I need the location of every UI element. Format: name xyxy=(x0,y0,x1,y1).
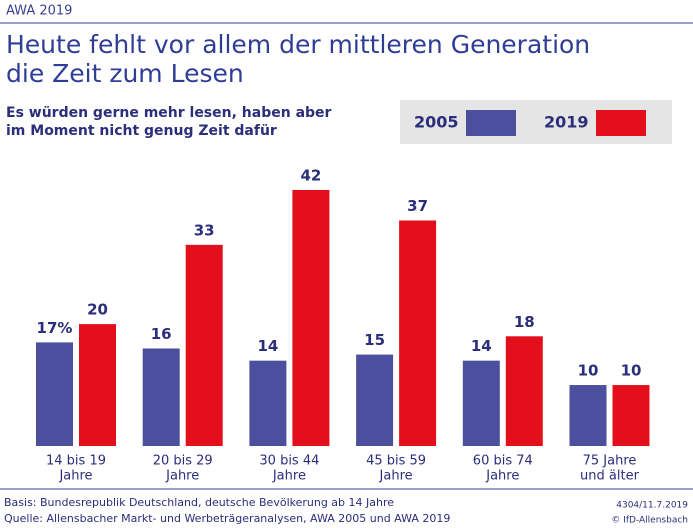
x-tick-label: Jahre xyxy=(58,469,92,484)
x-tick-label: Jahre xyxy=(485,469,519,484)
bar xyxy=(292,190,330,446)
bar xyxy=(462,360,500,446)
value-label: 14 xyxy=(471,337,492,355)
footer-credit: © IfD-Allensbach xyxy=(611,516,688,526)
bar xyxy=(142,348,180,446)
x-tick-label: 20 bis 29 xyxy=(153,454,213,469)
x-tick-label: Jahre xyxy=(379,469,413,484)
legend-label: 2019 xyxy=(544,113,589,132)
bar xyxy=(569,385,607,446)
header: AWA 2019 xyxy=(6,4,72,19)
bar xyxy=(612,385,650,446)
bar xyxy=(79,324,116,446)
legend-swatch xyxy=(596,110,646,136)
subtitle: Es würden gerne mehr lesen, haben aber xyxy=(6,105,332,121)
x-tick-label: Jahre xyxy=(272,469,306,484)
value-label: 20 xyxy=(87,301,108,319)
legend-swatch xyxy=(466,110,516,136)
chart-title: die Zeit zum Lesen xyxy=(6,59,244,88)
footer-code: 4304/11.7.2019 xyxy=(616,501,688,511)
value-label: 16 xyxy=(151,325,172,343)
footer-note: Quelle: Allensbacher Markt- und Werbeträ… xyxy=(4,512,450,525)
bar xyxy=(356,354,394,446)
value-label: 14 xyxy=(257,337,278,355)
x-tick-label: 45 bis 59 xyxy=(366,454,426,469)
bar xyxy=(399,220,437,446)
value-label: 37 xyxy=(407,197,428,215)
value-label: 42 xyxy=(300,167,321,185)
bar xyxy=(185,244,223,446)
bar xyxy=(36,342,73,446)
x-tick-label: 60 bis 74 xyxy=(473,454,533,469)
value-label: 33 xyxy=(194,221,215,239)
value-label: 10 xyxy=(578,362,599,380)
x-tick-label: Jahre xyxy=(165,469,199,484)
value-label: 17% xyxy=(37,319,73,337)
x-tick-label: 30 bis 44 xyxy=(259,454,319,469)
subtitle: im Moment nicht genug Zeit dafür xyxy=(6,123,277,139)
value-label: 18 xyxy=(514,313,535,331)
x-tick-label: 75 Jahre xyxy=(583,454,637,469)
x-tick-label: 14 bis 19 xyxy=(46,454,106,469)
legend-label: 2005 xyxy=(414,113,459,132)
value-label: 10 xyxy=(621,362,642,380)
chart-title: Heute fehlt vor allem der mittleren Gene… xyxy=(6,30,590,59)
bar xyxy=(249,360,287,446)
value-label: 15 xyxy=(364,331,385,349)
footer-note: Basis: Bundesrepublik Deutschland, deuts… xyxy=(4,496,394,509)
x-tick-label: und älter xyxy=(580,469,640,484)
bar xyxy=(505,336,543,446)
